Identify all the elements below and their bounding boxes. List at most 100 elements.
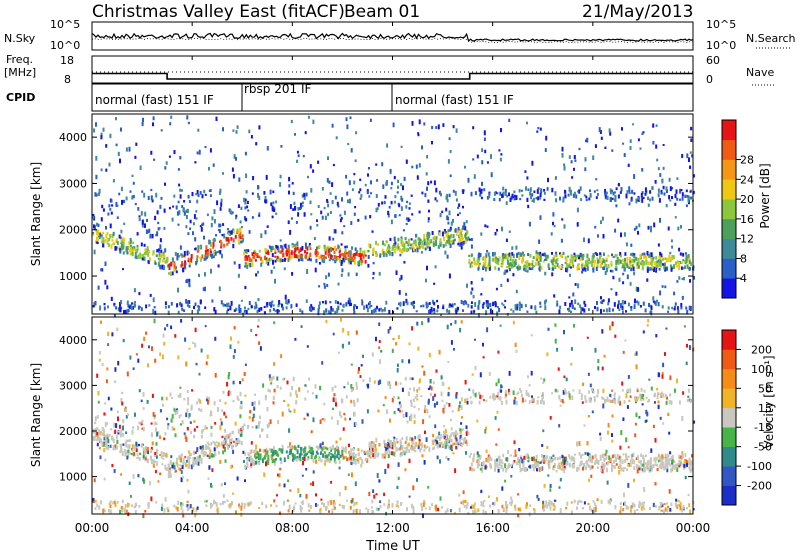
echo-cell [494, 302, 497, 308]
echo-cell [417, 132, 420, 135]
echo-cell [328, 451, 331, 455]
echo-cell [618, 277, 621, 282]
echo-cell [345, 117, 348, 122]
echo-cell [531, 456, 534, 461]
echo-cell [338, 248, 341, 251]
echo-cell [495, 259, 498, 265]
echo-cell [688, 466, 691, 469]
echo-cell [284, 257, 286, 262]
echo-cell [456, 229, 459, 233]
echo-cell [281, 253, 284, 258]
echo-cell [214, 452, 217, 457]
echo-cell [402, 301, 405, 306]
echo-cell [309, 446, 312, 451]
echo-cell [527, 459, 530, 463]
echo-cell [684, 194, 687, 198]
echo-cell [633, 271, 636, 276]
echo-cell [171, 426, 174, 431]
echo-cell [482, 501, 484, 505]
echo-cell [402, 413, 405, 419]
echo-cell [325, 454, 328, 459]
echo-cell [145, 455, 148, 458]
echo-cell [108, 162, 111, 167]
echo-cell [162, 251, 165, 257]
echo-cell [236, 229, 239, 234]
echo-cell [495, 382, 498, 387]
echo-cell [204, 193, 207, 196]
echo-cell [103, 509, 106, 513]
echo-cell [518, 459, 521, 463]
echo-cell [605, 257, 608, 260]
echo-cell [671, 245, 674, 249]
echo-cell [541, 397, 544, 402]
echo-cell [98, 505, 101, 510]
echo-cell [678, 265, 680, 271]
echo-cell [463, 240, 466, 244]
echo-cell [303, 449, 306, 453]
echo-cell [157, 227, 160, 231]
echo-cell [309, 225, 312, 230]
echo-cell [613, 302, 616, 307]
echo-cell [684, 475, 687, 480]
echo-cell [126, 300, 129, 306]
echo-cell [682, 505, 685, 509]
echo-cell [350, 399, 353, 404]
echo-cell [431, 125, 434, 130]
echo-cell [350, 500, 353, 504]
echo-cell [642, 398, 645, 401]
echo-cell [421, 245, 424, 249]
echo-cell [652, 300, 655, 303]
echo-cell [327, 500, 330, 506]
echo-cell [485, 426, 487, 431]
echo-cell [509, 254, 512, 259]
echo-cell [586, 264, 589, 267]
echo-cell [162, 457, 165, 460]
echo-cell [334, 247, 337, 250]
echo-cell [197, 398, 200, 402]
echo-cell [633, 254, 636, 259]
echo-cell [255, 304, 258, 309]
echo-cell [264, 394, 267, 399]
echo-cell [542, 400, 545, 405]
echo-cell [149, 481, 152, 486]
echo-cell [477, 454, 480, 458]
echo-cell [194, 237, 197, 242]
echo-cell [516, 392, 519, 396]
echo-cell [340, 217, 343, 220]
echo-cell [593, 502, 596, 506]
echo-cell [394, 246, 397, 249]
echo-cell [154, 454, 156, 458]
echo-cell [639, 397, 642, 402]
echo-cell [498, 256, 501, 262]
echo-cell [465, 425, 468, 429]
echo-cell [577, 263, 580, 268]
echo-cell [165, 161, 168, 165]
echo-cell [312, 119, 315, 124]
echo-cell [266, 434, 269, 438]
echo-cell [405, 412, 408, 418]
echo-cell [503, 271, 506, 276]
echo-cell [603, 465, 605, 470]
echo-cell [304, 446, 307, 449]
echo-cell [151, 393, 154, 398]
echo-cell [182, 461, 185, 467]
echo-cell [644, 462, 647, 465]
echo-cell [295, 303, 298, 307]
echo-cell [616, 259, 619, 263]
echo-cell [571, 260, 574, 265]
power-colorbar-tick-label: 4 [740, 272, 747, 285]
echo-cell [345, 499, 348, 502]
echo-cell [526, 197, 529, 202]
echo-cell [239, 228, 242, 232]
echo-cell [166, 467, 169, 472]
echo-cell [125, 147, 128, 152]
echo-cell [160, 252, 163, 258]
echo-cell [156, 431, 159, 437]
echo-cell [236, 395, 239, 400]
echo-cell [525, 265, 528, 271]
echo-cell [336, 445, 338, 450]
echo-cell [446, 508, 449, 513]
echo-cell [293, 253, 296, 259]
echo-cell [592, 258, 595, 263]
echo-cell [464, 234, 467, 238]
